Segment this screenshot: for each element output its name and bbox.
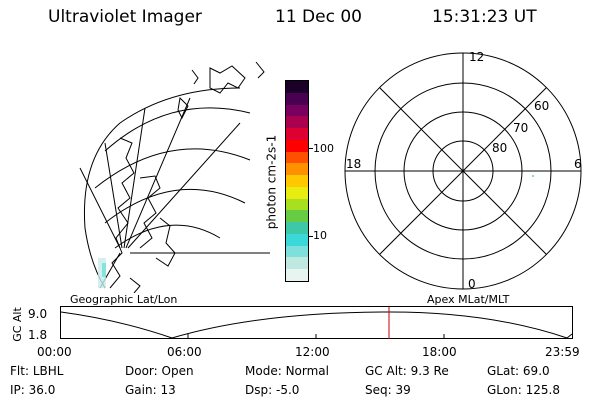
mlt-0-label: 0 bbox=[468, 277, 476, 291]
info-glon: GLon: 125.8 bbox=[487, 383, 560, 397]
timeline-ytick-max: 9.0 bbox=[28, 307, 48, 321]
instrument-title: Ultraviolet Imager bbox=[48, 7, 202, 27]
timeline-xtick-0000: 00:00 bbox=[37, 345, 72, 359]
info-door: Door: Open bbox=[125, 364, 194, 378]
timeline-ytick-min: 1.8 bbox=[28, 328, 48, 342]
info-gain: Gain: 13 bbox=[125, 383, 176, 397]
timeline-xtick-1200: 12:00 bbox=[295, 345, 330, 359]
info-mode: Mode: Normal bbox=[245, 364, 329, 378]
date-label: 11 Dec 00 bbox=[275, 7, 362, 27]
mlat-60-label: 60 bbox=[534, 99, 549, 113]
timeline-ylabel: GC Alt bbox=[10, 307, 24, 342]
timeline-xtick-1800: 18:00 bbox=[422, 345, 457, 359]
colorbar-segment bbox=[286, 139, 308, 152]
colorbar-segment bbox=[286, 175, 308, 187]
colorbar-segment bbox=[286, 269, 308, 281]
colorbar-segment bbox=[286, 151, 308, 164]
colorbar-segment bbox=[286, 198, 308, 211]
mlat-80-label: 80 bbox=[492, 141, 507, 155]
colorbar-segment bbox=[286, 81, 308, 93]
colorbar-segment bbox=[286, 92, 308, 105]
info-flt: Flt: LBHL bbox=[10, 364, 64, 378]
orbit-timeline bbox=[60, 306, 573, 339]
colorbar-segment bbox=[286, 163, 308, 176]
mlt-6-label: 6 bbox=[574, 157, 582, 171]
info-seq: Seq: 39 bbox=[365, 383, 411, 397]
info-ip: IP: 36.0 bbox=[10, 383, 56, 397]
timeline-xtick-0600: 06:00 bbox=[167, 345, 202, 359]
colorbar-tick-100: 100 bbox=[313, 142, 334, 155]
colorbar-segment bbox=[286, 128, 308, 140]
colorbar-segment bbox=[286, 116, 308, 129]
colorbar-segment bbox=[286, 222, 308, 234]
polar-label: Apex MLat/MLT bbox=[427, 293, 510, 306]
colorbar-unit-label: photon cm-2s-1 bbox=[264, 134, 279, 230]
mlt-12-label: 12 bbox=[469, 50, 484, 64]
info-gc-alt: GC Alt: 9.3 Re bbox=[365, 364, 449, 378]
info-dsp: Dsp: -5.0 bbox=[245, 383, 300, 397]
timeline-xtick-2359: 23:59 bbox=[545, 345, 580, 359]
geographic-map bbox=[79, 61, 270, 293]
map-label: Geographic Lat/Lon bbox=[70, 293, 178, 306]
info-glat: GLat: 69.0 bbox=[487, 364, 550, 378]
colorbar-segment bbox=[286, 186, 308, 199]
colorbar-segment bbox=[286, 257, 308, 270]
colorbar-tick-10: 10 bbox=[313, 229, 327, 242]
colorbar-tick-mark bbox=[309, 236, 313, 237]
colorbar-tick-mark bbox=[309, 148, 313, 149]
colorbar-segment bbox=[286, 233, 308, 246]
colorbar-segment bbox=[286, 104, 308, 117]
time-label: 15:31:23 UT bbox=[432, 7, 537, 27]
polar-plot: 12 18 6 0 60 70 80 bbox=[344, 50, 582, 291]
mlt-18-label: 18 bbox=[346, 157, 361, 171]
mlat-70-label: 70 bbox=[513, 121, 528, 135]
colorbar-segment bbox=[286, 245, 308, 258]
colorbar-segment bbox=[286, 210, 308, 223]
colorbar bbox=[285, 80, 309, 282]
